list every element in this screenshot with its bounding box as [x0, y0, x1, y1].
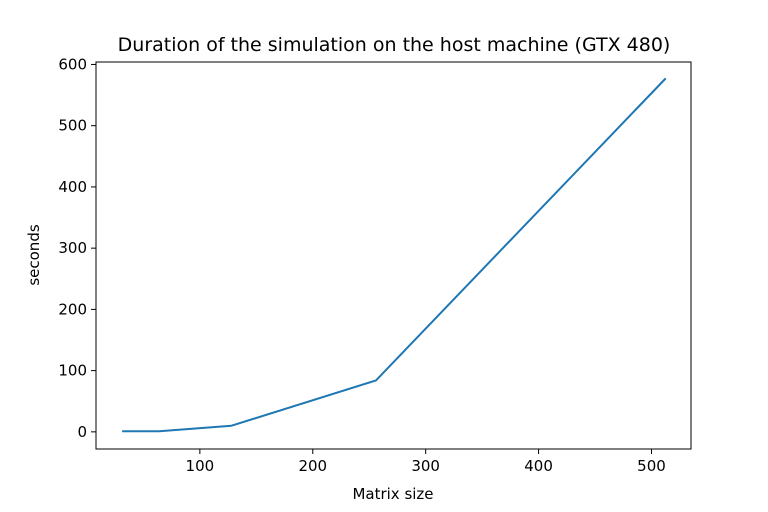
chart-title: Duration of the simulation on the host m…: [118, 34, 671, 56]
x-tick-label: 500: [637, 457, 666, 475]
y-tick-label: 200: [58, 300, 87, 318]
series-line-0: [122, 77, 667, 433]
x-tick-label: 200: [298, 457, 327, 475]
y-tick-label: 400: [58, 178, 87, 196]
plot-background: [96, 62, 691, 449]
y-tick-label: 300: [58, 239, 87, 257]
x-axis-label: Matrix size: [352, 485, 433, 503]
series-layer: [122, 77, 667, 433]
plot-frame: [95, 61, 692, 450]
x-tick-label: 300: [411, 457, 440, 475]
x-tick-label: 100: [186, 457, 215, 475]
y-axis-label: seconds: [25, 224, 43, 285]
y-axis: 0 100 200 300 400 500 600: [58, 55, 96, 441]
y-tick-label: 600: [58, 55, 87, 73]
y-tick-label: 100: [58, 362, 87, 380]
y-tick-label: 0: [77, 423, 87, 441]
x-axis: 100 200 300 400 500: [186, 449, 666, 475]
x-tick-label: 400: [524, 457, 553, 475]
plot-area: [95, 61, 692, 450]
y-tick-label: 500: [58, 117, 87, 135]
